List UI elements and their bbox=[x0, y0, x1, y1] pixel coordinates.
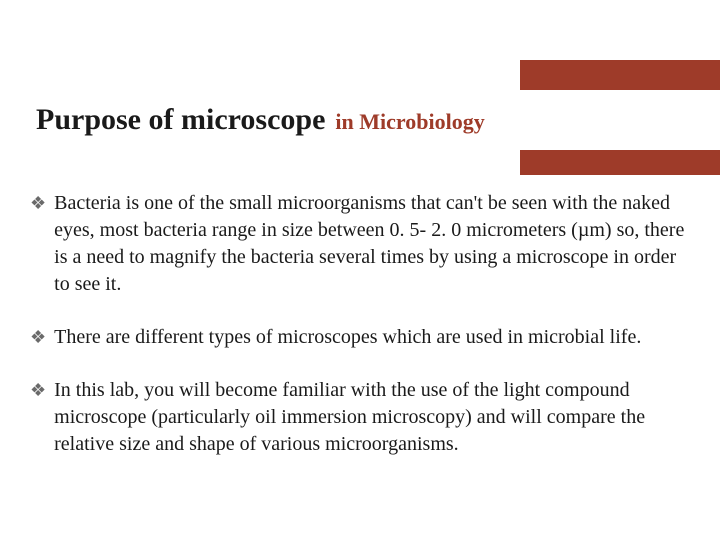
diamond-bullet-icon: ❖ bbox=[30, 324, 46, 351]
title-sub: in Microbiology bbox=[335, 92, 484, 152]
slide-body: ❖ Bacteria is one of the small microorga… bbox=[0, 170, 720, 458]
list-item: ❖ Bacteria is one of the small microorga… bbox=[30, 190, 690, 298]
slide-header: Purpose of microscope in Microbiology bbox=[0, 0, 720, 170]
title-main: Purpose of microscope bbox=[36, 90, 325, 150]
list-item: ❖ There are different types of microscop… bbox=[30, 324, 690, 351]
bullet-text: In this lab, you will become familiar wi… bbox=[54, 377, 690, 458]
bullet-text: Bacteria is one of the small microorgani… bbox=[54, 190, 690, 298]
title-bar: Purpose of microscope in Microbiology bbox=[0, 90, 720, 150]
list-item: ❖ In this lab, you will become familiar … bbox=[30, 377, 690, 458]
bullet-text: There are different types of microscopes… bbox=[54, 324, 641, 351]
diamond-bullet-icon: ❖ bbox=[30, 190, 46, 217]
diamond-bullet-icon: ❖ bbox=[30, 377, 46, 404]
